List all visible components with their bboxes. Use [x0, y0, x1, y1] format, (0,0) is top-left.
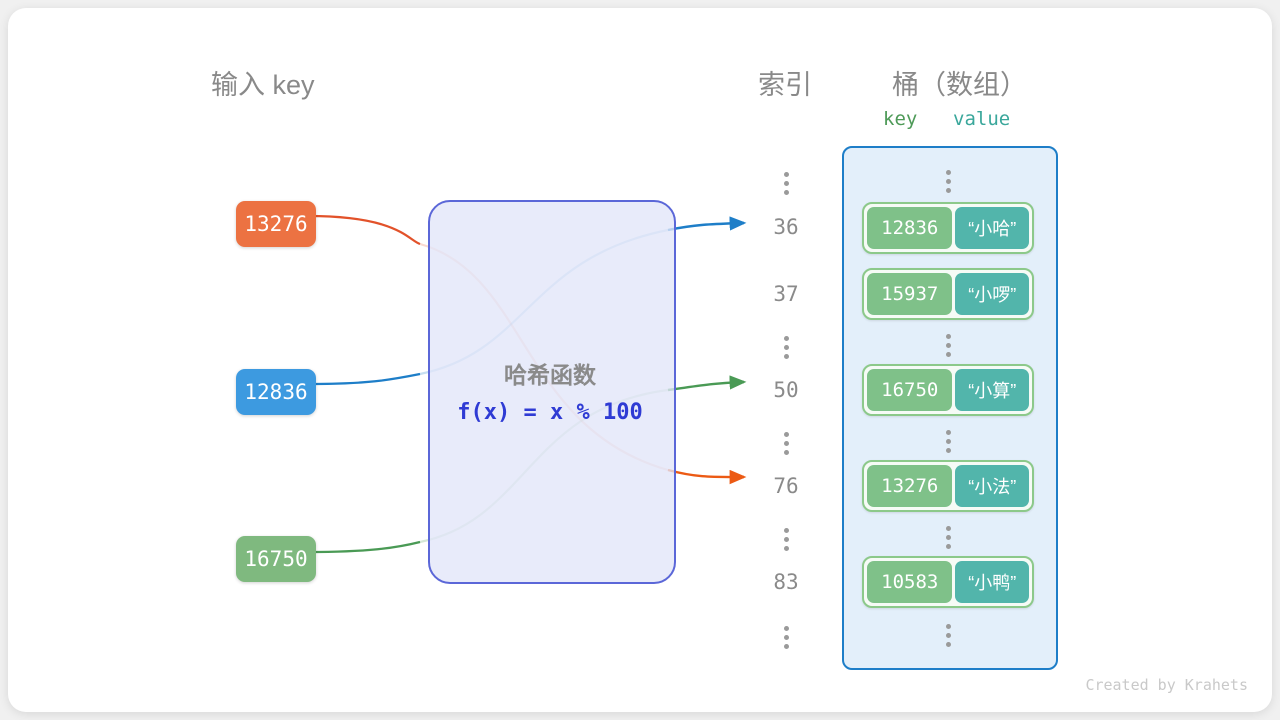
bucket-ellipsis: [842, 426, 1054, 453]
header-input-key: 输入 key: [211, 70, 315, 100]
hash-function-title: 哈希函数: [504, 362, 596, 388]
index-value: 50: [773, 378, 799, 402]
index-value: 83: [773, 570, 799, 594]
entry-value: “小法”: [955, 465, 1029, 507]
entry-key: 13276: [867, 465, 953, 507]
bucket-ellipsis: [842, 330, 1054, 357]
hash-function-formula: f(x) = x % 100: [457, 400, 643, 425]
bucket-ellipsis: [842, 620, 1054, 647]
input-key-chip[interactable]: 13276: [236, 201, 316, 247]
column-header-key: key: [883, 108, 918, 130]
index-ellipsis: [756, 428, 816, 455]
index-value: 76: [773, 474, 799, 498]
input-key-chip[interactable]: 12836: [236, 369, 316, 415]
index-ellipsis: [756, 168, 816, 195]
index-value: 36: [773, 215, 799, 239]
hash-function-box: [428, 200, 676, 584]
column-header-value: value: [953, 108, 1011, 130]
index-ellipsis: [756, 332, 816, 359]
entry-value: “小鸭”: [955, 561, 1029, 603]
bucket-entry[interactable]: 13276 “小法”: [862, 460, 1034, 512]
bucket-ellipsis: [842, 166, 1054, 193]
entry-key: 15937: [867, 273, 953, 315]
entry-value: “小啰”: [955, 273, 1029, 315]
entry-key: 12836: [867, 207, 953, 249]
header-index: 索引: [758, 70, 812, 100]
bucket-entry[interactable]: 10583 “小鸭”: [862, 556, 1034, 608]
entry-value: “小哈”: [955, 207, 1029, 249]
entry-value: “小算”: [955, 369, 1029, 411]
entry-key: 10583: [867, 561, 953, 603]
input-key-chip[interactable]: 16750: [236, 536, 316, 582]
index-value: 37: [773, 282, 799, 306]
bucket-entry[interactable]: 12836 “小哈”: [862, 202, 1034, 254]
header-bucket: 桶（数组）: [892, 70, 1027, 100]
index-ellipsis: [756, 524, 816, 551]
bucket-ellipsis: [842, 522, 1054, 549]
entry-key: 16750: [867, 369, 953, 411]
diagram-card: 输入 key 索引 桶（数组） key value: [8, 8, 1272, 712]
index-ellipsis: [756, 622, 816, 649]
bucket-entry[interactable]: 15937 “小啰”: [862, 268, 1034, 320]
bucket-entry[interactable]: 16750 “小算”: [862, 364, 1034, 416]
footer-credit: Created by Krahets: [1085, 676, 1248, 694]
